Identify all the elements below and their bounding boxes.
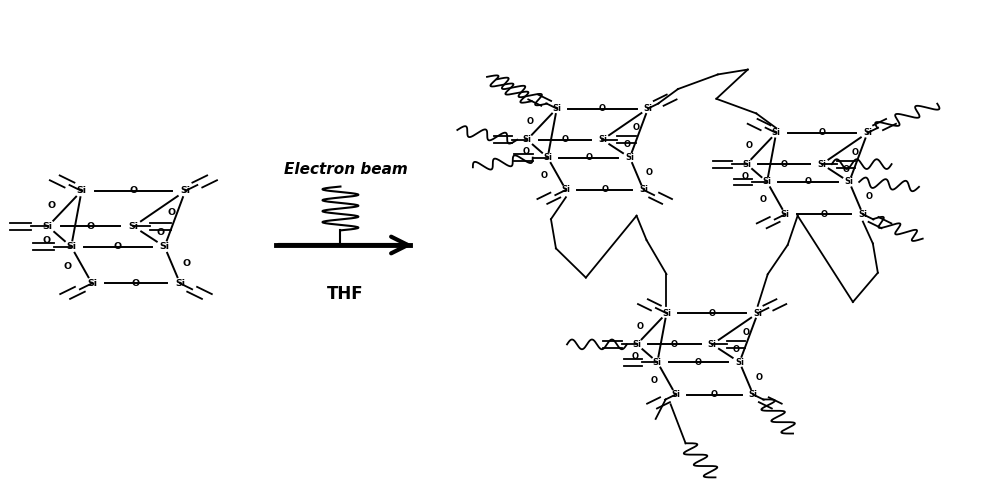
Text: Si: Si [858,210,867,219]
Text: Si: Si [523,135,532,144]
Text: O: O [843,165,850,173]
Text: Si: Si [708,340,717,349]
Text: Si: Si [625,153,634,162]
Text: O: O [129,186,137,196]
Text: Si: Si [175,279,185,288]
Text: O: O [561,135,568,144]
Text: Si: Si [817,160,826,169]
Text: O: O [527,117,534,126]
Text: Si: Si [66,242,76,251]
Text: Si: Si [662,309,671,318]
Text: O: O [87,222,95,231]
Text: O: O [157,228,165,237]
Text: O: O [632,352,639,361]
Text: Si: Si [87,279,97,288]
Text: O: O [636,321,643,331]
Text: O: O [63,263,71,271]
Text: O: O [623,140,630,149]
Text: O: O [760,196,767,204]
Text: O: O [114,242,122,251]
Text: Si: Si [160,242,170,251]
Text: Si: Si [653,358,662,367]
Text: Si: Si [863,128,872,137]
Text: O: O [541,171,548,180]
Text: O: O [711,390,718,399]
Text: O: O [709,309,716,318]
Text: Si: Si [644,104,653,113]
Text: Si: Si [43,222,53,231]
Text: THF: THF [327,285,364,303]
Text: Si: Si [632,340,641,349]
Text: Si: Si [180,186,190,196]
Text: Si: Si [128,222,138,231]
Text: Si: Si [749,390,758,399]
Text: Si: Si [845,177,854,187]
Text: O: O [733,345,740,354]
Text: O: O [599,104,606,113]
Text: O: O [818,128,825,137]
Text: O: O [865,192,872,201]
Text: Si: Si [772,128,781,137]
Text: O: O [746,141,753,150]
Text: O: O [742,328,749,337]
Text: Si: Si [781,210,790,219]
Text: Si: Si [763,177,772,187]
Text: O: O [183,259,191,268]
Text: Si: Si [742,160,751,169]
Text: O: O [42,236,51,245]
Text: Electron beam: Electron beam [284,162,407,177]
Text: O: O [756,372,763,382]
Text: Si: Si [77,186,87,196]
Text: O: O [671,340,678,349]
Text: O: O [852,148,859,157]
Text: Si: Si [753,309,762,318]
Text: O: O [167,208,176,218]
Text: Si: Si [671,390,680,399]
Text: O: O [47,201,55,210]
Text: Si: Si [598,135,607,144]
Text: Si: Si [735,358,744,367]
Text: O: O [695,358,702,367]
Text: Si: Si [639,185,648,195]
Text: O: O [742,172,749,181]
Text: O: O [601,185,608,195]
Text: O: O [650,376,657,385]
Text: Si: Si [561,185,570,195]
Text: O: O [805,177,812,187]
Text: O: O [646,168,653,177]
Text: Si: Si [552,104,561,113]
Text: O: O [632,123,639,132]
Text: O: O [132,279,140,288]
Text: Si: Si [543,153,552,162]
Text: O: O [821,210,828,219]
Text: O: O [781,160,788,169]
Text: O: O [522,147,529,156]
Text: O: O [585,153,592,162]
